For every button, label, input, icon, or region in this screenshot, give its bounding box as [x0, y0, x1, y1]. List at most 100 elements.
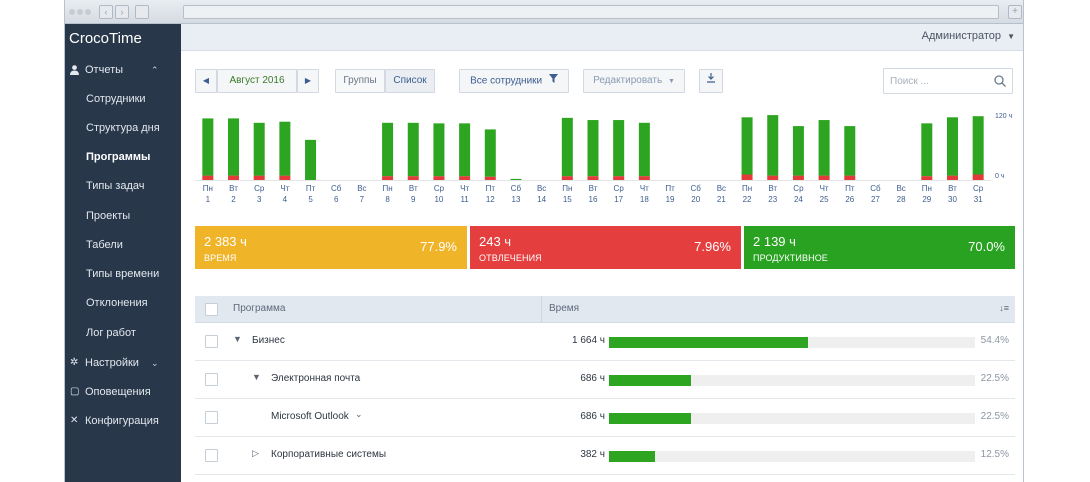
back-icon[interactable]: ‹: [99, 5, 113, 19]
chart-bar[interactable]: [382, 176, 394, 180]
search-icon[interactable]: [993, 74, 1007, 88]
chart-bar[interactable]: [946, 117, 958, 176]
column-header-time[interactable]: Время: [549, 303, 580, 314]
sidebar-item-projects[interactable]: Проекты: [86, 210, 131, 222]
chart-bar[interactable]: [433, 123, 445, 177]
x-tick-weekday: Вт: [229, 184, 238, 193]
chart-bar[interactable]: [921, 176, 933, 180]
chart-bar[interactable]: [587, 120, 599, 177]
chart-bar[interactable]: [587, 176, 599, 180]
row-checkbox[interactable]: [205, 335, 218, 348]
sidebar-item-work-log[interactable]: Лог работ: [86, 327, 136, 339]
chart-bar[interactable]: [561, 176, 573, 180]
column-header-program[interactable]: Программа: [233, 303, 286, 314]
edit-button[interactable]: Редактировать ▼: [583, 69, 685, 93]
chart-bar[interactable]: [382, 122, 394, 177]
chart-bar[interactable]: [253, 122, 265, 176]
chart-bar[interactable]: [279, 121, 291, 176]
prev-month-button[interactable]: ◀: [195, 69, 217, 93]
forward-icon[interactable]: ›: [115, 5, 129, 19]
chart-bar[interactable]: [792, 126, 804, 176]
chevron-down-icon[interactable]: ⌄: [355, 409, 363, 419]
chart-bar[interactable]: [741, 117, 753, 175]
address-bar[interactable]: [183, 5, 999, 19]
new-tab-icon[interactable]: +: [1008, 5, 1022, 19]
sidebar-item-programs[interactable]: Программы: [86, 151, 151, 163]
window-dot[interactable]: [69, 9, 75, 15]
sidebar-item-reports[interactable]: Отчеты ⌃: [65, 58, 181, 82]
chart-bar[interactable]: [510, 178, 522, 180]
sidebar-item-configuration[interactable]: ✕ Конфигурация: [65, 409, 181, 433]
sidebar-item-notifications[interactable]: ▢ Оповещения: [65, 380, 181, 404]
chart-bar[interactable]: [818, 120, 830, 176]
chart-bar[interactable]: [767, 115, 779, 176]
sidebar-item-settings[interactable]: ✲ Настройки ⌄: [65, 351, 181, 375]
chart-bar[interactable]: [818, 175, 830, 180]
app-logo[interactable]: CrocoTime: [69, 30, 142, 47]
window-dot[interactable]: [77, 9, 83, 15]
chart-bar[interactable]: [921, 123, 933, 177]
chart-bar[interactable]: [279, 175, 291, 180]
sort-icon[interactable]: ↓≡: [999, 303, 1009, 313]
window-dot[interactable]: [85, 9, 91, 15]
select-all-checkbox[interactable]: [205, 303, 218, 316]
chart-bar[interactable]: [228, 175, 240, 180]
view-list-tab[interactable]: Список: [385, 69, 435, 93]
expand-caret-icon[interactable]: ▼: [233, 334, 242, 344]
chart-bar[interactable]: [767, 175, 779, 180]
edit-label: Редактировать: [593, 75, 663, 86]
chart-bar[interactable]: [638, 176, 650, 180]
sidebar-toggle-icon[interactable]: [135, 5, 149, 19]
chart-bar[interactable]: [946, 175, 958, 180]
row-time: 1 664 ч: [571, 335, 605, 346]
chart-bar[interactable]: [972, 174, 984, 181]
sidebar-item-deviations[interactable]: Отклонения: [86, 297, 148, 309]
chart-bar[interactable]: [407, 122, 419, 177]
table-row[interactable]: ▷ Корпоративные системы 382 ч 12.5%: [195, 437, 1015, 475]
chart-bar[interactable]: [844, 126, 856, 176]
table-row[interactable]: Microsoft Outlook ⌄ 686 ч 22.5%: [195, 399, 1015, 437]
expand-caret-icon[interactable]: ▼: [252, 372, 261, 382]
chart-bar[interactable]: [407, 176, 419, 180]
chart-bar[interactable]: [561, 117, 573, 177]
chart-bar[interactable]: [484, 176, 496, 180]
sidebar-item-employees[interactable]: Сотрудники: [86, 93, 146, 105]
summary-card-distractions[interactable]: 243 ч ОТВЛЕЧЕНИЯ 7.96%: [470, 226, 741, 269]
summary-card-time[interactable]: 2 383 ч ВРЕМЯ 77.9%: [195, 226, 467, 269]
chart-bar[interactable]: [459, 123, 471, 177]
table-row[interactable]: ▼ Бизнес 1 664 ч 54.4%: [195, 323, 1015, 361]
search-input[interactable]: [890, 74, 990, 88]
chart-bar[interactable]: [844, 175, 856, 180]
row-checkbox[interactable]: [205, 411, 218, 424]
summary-card-productive[interactable]: 2 139 ч ПРОДУКТИВНОЕ 70.0%: [744, 226, 1015, 269]
table-row[interactable]: ▼ Электронная почта 686 ч 22.5%: [195, 361, 1015, 399]
user-menu[interactable]: Администратор ▼: [922, 30, 1015, 42]
chart-bar[interactable]: [202, 175, 214, 180]
download-button[interactable]: [699, 69, 723, 93]
chart-bar[interactable]: [792, 175, 804, 180]
chart-bar[interactable]: [253, 175, 265, 180]
employees-filter-button[interactable]: Все сотрудники: [459, 69, 569, 93]
month-selector[interactable]: Август 2016: [217, 69, 297, 93]
sidebar-item-time-types[interactable]: Типы времени: [86, 268, 160, 280]
chart-bar[interactable]: [305, 139, 317, 180]
row-checkbox[interactable]: [205, 373, 218, 386]
chart-bar[interactable]: [972, 116, 984, 175]
row-checkbox[interactable]: [205, 449, 218, 462]
search-box[interactable]: [883, 68, 1013, 94]
expand-caret-icon[interactable]: ▷: [252, 448, 259, 458]
chart-bar[interactable]: [459, 176, 471, 180]
view-groups-tab[interactable]: Группы: [335, 69, 385, 93]
sidebar-item-task-types[interactable]: Типы задач: [86, 180, 145, 192]
chart-bar[interactable]: [202, 118, 214, 176]
chart-bar[interactable]: [433, 176, 445, 180]
chart-bar[interactable]: [613, 176, 625, 180]
chart-bar[interactable]: [484, 129, 496, 177]
sidebar-item-day-structure[interactable]: Структура дня: [86, 122, 160, 134]
chart-bar[interactable]: [638, 122, 650, 177]
chart-bar[interactable]: [613, 120, 625, 177]
chart-bar[interactable]: [228, 118, 240, 176]
sidebar-item-timesheets[interactable]: Табели: [86, 239, 123, 251]
next-month-button[interactable]: ▶: [297, 69, 319, 93]
chart-bar[interactable]: [741, 174, 753, 181]
